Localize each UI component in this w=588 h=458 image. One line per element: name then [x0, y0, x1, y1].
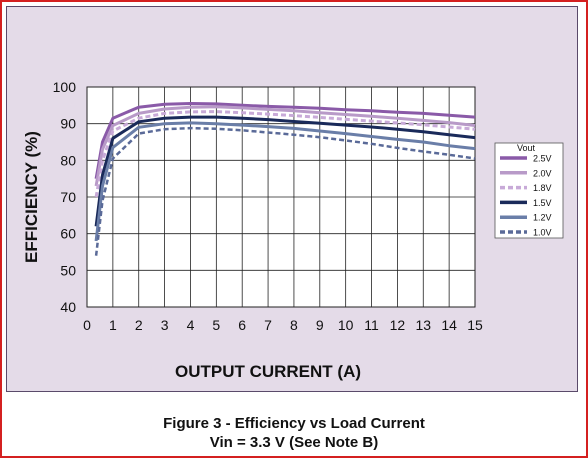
legend-title: Vout	[517, 143, 536, 153]
legend-label: 2.0V	[533, 168, 552, 178]
legend-label: 1.5V	[533, 198, 552, 208]
x-tick-label: 9	[316, 317, 324, 333]
x-tick-label: 2	[135, 317, 143, 333]
legend: Vout 2.5V 2.0V 1.8V 1.5V 1.2V 1.0V	[494, 142, 564, 239]
legend-label: 1.2V	[533, 213, 552, 223]
legend-label: 2.5V	[533, 154, 552, 164]
x-tick-label: 11	[364, 317, 379, 333]
series-line-1-8V	[94, 110, 476, 198]
y-tick-label: 90	[60, 116, 76, 132]
figure-caption-subtitle: Vin = 3.3 V (See Note B)	[209, 434, 379, 451]
y-tick-label: 60	[60, 226, 76, 242]
y-tick-label: 50	[60, 262, 76, 278]
legend-label: 1.8V	[533, 183, 552, 193]
figure-caption-title: Figure 3 - Efficiency vs Load Current	[163, 415, 425, 432]
series-line-1-5V	[94, 115, 476, 227]
y-tick-label: 100	[53, 79, 77, 95]
x-tick-labels: 0 1 2 3 4 5 6 7 8 9 10 11 12 13 14 15	[83, 317, 483, 333]
y-tick-labels: 40 50 60 70 80 90 100	[53, 79, 77, 315]
x-tick-label: 12	[390, 317, 406, 333]
series-lines	[94, 102, 476, 256]
series-line-1-0V	[94, 126, 476, 256]
x-tick-label: 8	[290, 317, 298, 333]
y-tick-label: 40	[60, 299, 76, 315]
x-tick-label: 14	[441, 317, 457, 333]
x-tick-label: 4	[187, 317, 195, 333]
x-tick-label: 0	[83, 317, 91, 333]
x-tick-label: 7	[264, 317, 272, 333]
series-line-1-2V	[94, 121, 476, 242]
grid-lines	[87, 87, 475, 307]
x-tick-label: 15	[467, 317, 483, 333]
x-tick-label: 10	[338, 317, 354, 333]
legend-items: 2.5V 2.0V 1.8V 1.5V 1.2V 1.0V	[500, 154, 552, 238]
x-tick-label: 13	[415, 317, 431, 333]
x-tick-label: 3	[161, 317, 169, 333]
x-tick-label: 5	[212, 317, 220, 333]
series-line-2-5V	[94, 102, 476, 179]
series-line-2-0V	[94, 105, 476, 187]
y-tick-label: 70	[60, 189, 76, 205]
x-tick-label: 1	[109, 317, 117, 333]
y-tick-label: 80	[60, 152, 76, 168]
x-axis-label: OUTPUT CURRENT (A)	[175, 362, 361, 381]
x-tick-label: 6	[238, 317, 246, 333]
legend-label: 1.0V	[533, 228, 552, 238]
y-axis-label: EFFICIENCY (%)	[22, 131, 41, 263]
